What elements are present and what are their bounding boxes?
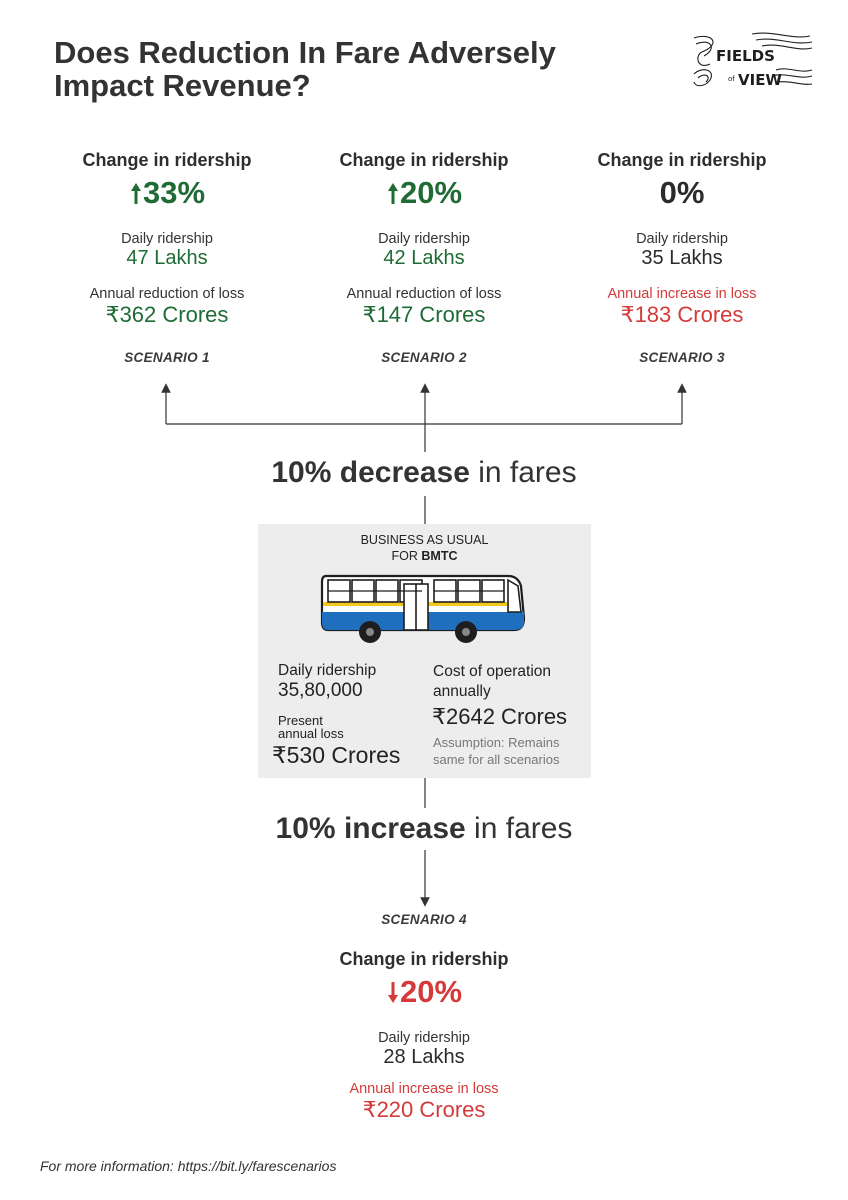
scenario-1-change: 33%: [37, 175, 297, 211]
bau-loss-value: ₹530 Crores: [272, 742, 401, 768]
logo-swirl-icon: FIELDS of VIEW: [693, 32, 813, 89]
fields-of-view-logo: FIELDS of VIEW: [692, 30, 814, 92]
title-line-2: Impact Revenue?: [54, 68, 311, 103]
arrow-up-icon: [130, 183, 141, 204]
scenario-1-loss-label: Annual reduction of loss: [89, 286, 245, 302]
footer-link[interactable]: For more information: https://bit.ly/far…: [40, 1158, 337, 1174]
bau-cost-label: Cost of operation annually: [433, 662, 551, 702]
scenario-4-change-value: 20%: [399, 974, 463, 1009]
bau-cost-value: ₹2642 Crores: [432, 704, 568, 729]
decrease-fares-heading: 10% decrease in fares: [0, 456, 848, 490]
decrease-prefix: 10%: [271, 456, 332, 489]
scenario-4-block: SCENARIO 4 Change in ridership 20% Daily…: [294, 912, 554, 1123]
bau-heading: BUSINESS AS USUAL FOR BMTC: [258, 532, 591, 564]
scenario-2-change: 20%: [294, 175, 554, 211]
bau-cost-label-1: Cost of operation: [433, 663, 552, 680]
scenario-2-heading: Change in ridership: [339, 150, 509, 170]
scenario-1-change-value: 33%: [142, 175, 206, 210]
scenario-4-ridership: 28 Lakhs: [383, 1046, 465, 1068]
increase-fares-heading: 10% increase in fares: [0, 812, 848, 846]
scenario-1-ridership: 47 Lakhs: [126, 247, 208, 269]
scenario-1-heading: Change in ridership: [82, 150, 252, 170]
bau-line-2-prefix: FOR: [391, 549, 418, 563]
scenario-4-ridership-label: Daily ridership: [378, 1030, 470, 1046]
scenario-3-ridership-label: Daily ridership: [636, 231, 728, 247]
logo-view-text: VIEW: [738, 71, 782, 89]
scenario-1-ridership-label: Daily ridership: [121, 231, 213, 247]
scenario-2-ridership: 42 Lakhs: [383, 247, 465, 269]
scenario-2-loss: ₹147 Crores: [362, 302, 486, 327]
bus-icon: [320, 574, 526, 643]
scenario-3-change: 0%: [659, 175, 705, 210]
logo-of-text: of: [728, 75, 735, 83]
scenario-3-block: Change in ridership 0% Daily ridership 3…: [552, 150, 812, 365]
bau-line-1: BUSINESS AS USUAL: [360, 533, 489, 547]
scenario-3-loss: ₹183 Crores: [620, 302, 744, 327]
bau-daily-value: 35,80,000: [278, 680, 363, 701]
scenario-1-block: Change in ridership 33% Daily ridership …: [37, 150, 297, 365]
bau-assumption-2: same for all scenarios: [433, 752, 560, 767]
scenario-4-change: 20%: [294, 974, 554, 1010]
scenario-3-label: SCENARIO 3: [639, 350, 725, 365]
business-as-usual-box: BUSINESS AS USUAL FOR BMTC Daily rider: [258, 524, 591, 778]
bau-assumption: Assumption: Remains same for all scenari…: [433, 734, 559, 768]
bau-cost-label-2: annually: [433, 683, 491, 700]
page-title: Does Reduction In Fare Adversely Impact …: [54, 36, 654, 102]
arrow-up-icon: [387, 183, 398, 204]
scenario-2-block: Change in ridership 20% Daily ridership …: [294, 150, 554, 365]
scenario-2-label: SCENARIO 2: [381, 350, 467, 365]
bau-loss-label-1: Present: [278, 713, 323, 728]
scenario-4-heading: Change in ridership: [339, 949, 509, 969]
scenario-4-loss-label: Annual increase in loss: [349, 1081, 499, 1097]
scenario-2-loss-label: Annual reduction of loss: [346, 286, 502, 302]
bau-loss-label-2: annual loss: [278, 726, 344, 741]
increase-suffix: in fares: [474, 812, 573, 845]
scenario-3-ridership: 35 Lakhs: [641, 247, 723, 269]
scenario-2-ridership-label: Daily ridership: [378, 231, 470, 247]
bau-line-2: FOR BMTC: [258, 548, 591, 564]
logo-fields-text: FIELDS: [716, 47, 775, 65]
bau-daily-label: Daily ridership: [278, 662, 377, 679]
bau-loss-label: Present annual loss: [278, 714, 344, 740]
scenario-3-loss-label: Annual increase in loss: [607, 286, 757, 302]
decrease-suffix: in fares: [478, 456, 577, 489]
scenario-4-label: SCENARIO 4: [381, 912, 467, 927]
bau-assumption-1: Assumption: Remains: [433, 735, 560, 750]
bau-line-2-bold: BMTC: [421, 549, 458, 563]
arrow-down-icon: [387, 982, 398, 1003]
increase-bold: increase: [343, 812, 466, 845]
scenario-1-label: SCENARIO 1: [124, 350, 210, 365]
scenario-3-heading: Change in ridership: [597, 150, 767, 170]
title-line-1: Does Reduction In Fare Adversely: [54, 35, 556, 70]
scenario-1-loss: ₹362 Crores: [105, 302, 229, 327]
decrease-bold: decrease: [339, 456, 470, 489]
scenario-2-change-value: 20%: [399, 175, 463, 210]
scenario-4-loss: ₹220 Crores: [362, 1097, 486, 1122]
increase-prefix: 10%: [275, 812, 336, 845]
